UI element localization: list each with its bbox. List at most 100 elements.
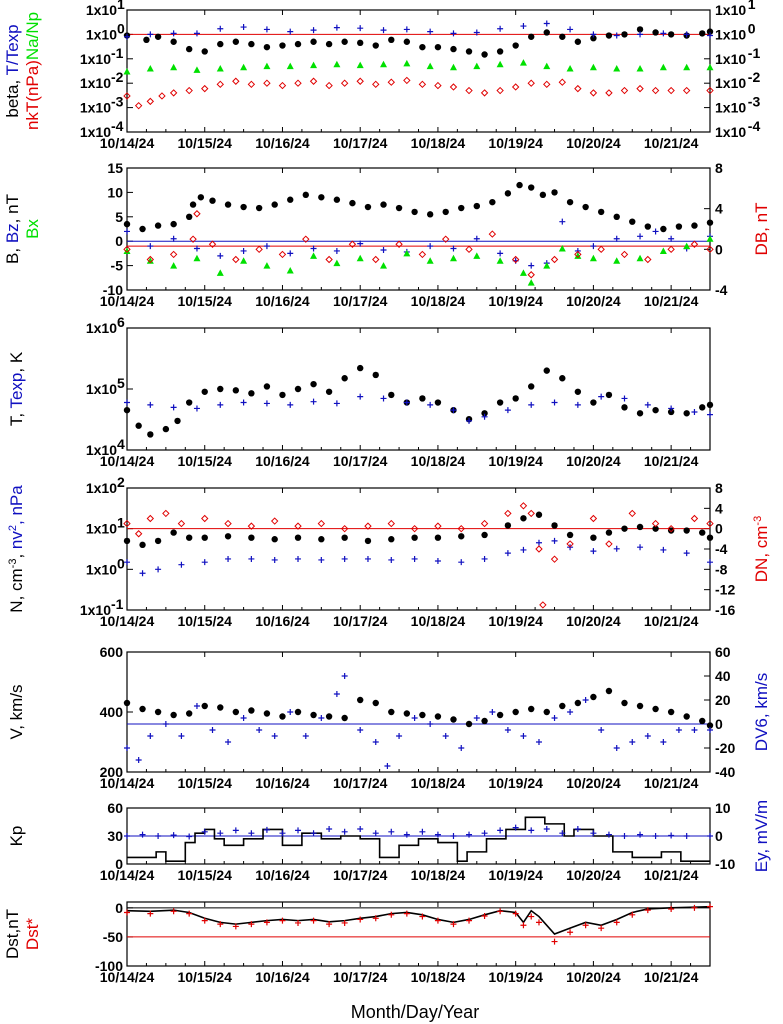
data-point [388,911,395,918]
y-tick-label: 30 [107,828,123,844]
data-point [302,191,309,199]
data-point [699,404,706,411]
data-point [628,509,636,518]
data-point [310,917,317,924]
data-point [240,715,247,721]
y-right-tick-label: -40 [715,764,735,780]
data-point [450,716,457,723]
data-point [636,84,644,93]
data-point [497,908,504,915]
y-right-tick-label: 0 [715,716,723,732]
data-point [147,910,154,917]
data-point [481,830,488,837]
y-right-tick-label: 40 [715,668,731,684]
x-tick-label: 10/19/24 [488,613,543,629]
data-point [690,514,699,523]
x-tick-label: 10/17/24 [333,867,388,883]
data-point [185,710,193,717]
data-point [201,514,209,523]
data-point [341,714,348,722]
data-point [403,76,411,85]
data-point [411,555,418,562]
y-tick-exponent: 1 [117,0,125,12]
data-point [263,383,271,390]
data-point [527,509,535,518]
data-point [232,38,240,45]
data-point [310,830,317,837]
y-right-tick-label: -4 [715,282,728,298]
data-point [621,525,628,532]
data-point [372,830,379,837]
y-tick-label: 5 [115,209,123,225]
data-point [248,390,255,397]
data-point [263,79,271,87]
x-tick-label: 10/19/24 [488,135,543,151]
data-point [520,515,527,522]
x-tick-label: 10/21/24 [644,293,699,309]
x-tick-label: 10/15/24 [177,867,232,883]
data-point [637,544,644,551]
data-point [589,63,597,71]
data-point [520,922,527,929]
data-point [644,255,652,264]
data-point [667,708,675,716]
data-point [185,213,193,220]
data-point [124,33,130,40]
data-point [621,395,628,402]
y-axis-label: V, km/s [7,684,26,739]
data-point [481,717,488,725]
data-point [240,63,248,71]
data-point [341,38,348,45]
data-point [169,250,178,259]
data-point [675,727,682,733]
data-point [567,929,574,936]
data-point [325,81,333,90]
data-point [154,33,162,40]
data-point [504,407,511,414]
data-point [667,31,675,38]
data-point [224,533,232,540]
y-tick-label: 0 [115,233,123,249]
data-point [675,223,683,230]
data-point [357,916,364,923]
data-point [566,198,574,206]
data-point [613,545,620,552]
data-point [357,393,364,400]
data-point [263,710,271,717]
x-tick-label: 10/21/24 [644,867,699,883]
data-point [403,26,410,33]
data-point [341,919,348,926]
y-tick-label: 1x10 [86,381,117,397]
data-point [325,388,333,395]
y-right-tick-exponent: 1 [748,0,756,12]
data-point [458,745,465,751]
x-tick-label: 10/19/24 [488,969,543,985]
data-point [372,739,379,745]
data-point [644,733,651,739]
data-point [123,406,131,414]
data-point [481,912,488,919]
data-point [403,710,411,717]
data-point [496,86,504,95]
data-point [496,711,504,719]
data-point [146,514,155,523]
data-point [325,713,333,720]
data-point [667,86,675,95]
data-point [263,826,270,833]
x-tick-label: 10/19/24 [488,453,543,469]
data-point [589,89,598,97]
data-point [481,410,488,417]
y-tick-label: 1x10 [86,26,117,42]
data-point [496,399,504,406]
data-point [263,262,271,269]
y-tick-exponent: 6 [117,314,125,330]
data-point [255,245,263,254]
data-point [683,550,690,557]
data-point [450,245,457,252]
x-tick-label: 10/16/24 [255,135,310,151]
data-point [589,254,597,262]
data-point [310,61,318,69]
data-point [333,247,340,254]
data-point [201,534,208,541]
data-point [388,556,395,563]
